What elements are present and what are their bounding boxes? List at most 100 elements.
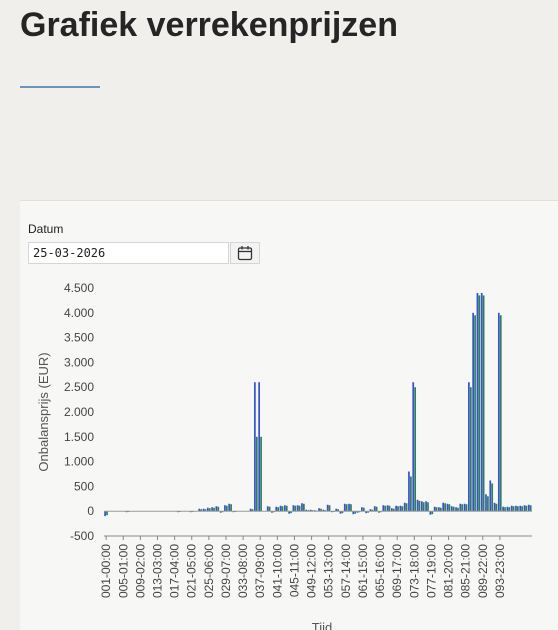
chart-bar[interactable]	[455, 507, 457, 512]
chart-bar[interactable]	[446, 503, 449, 512]
chart-bar[interactable]	[523, 505, 526, 512]
chart-bar[interactable]	[418, 500, 421, 512]
chart-bar[interactable]	[529, 505, 532, 512]
chart-bar[interactable]	[266, 506, 269, 512]
chart-bar[interactable]	[491, 483, 494, 512]
chart-bar[interactable]	[348, 503, 350, 512]
chart-bar[interactable]	[504, 507, 506, 512]
chart-bar[interactable]	[397, 506, 399, 512]
chart-bar[interactable]	[408, 471, 410, 512]
chart-bar[interactable]	[469, 387, 472, 512]
chart-bar[interactable]	[506, 506, 509, 512]
chart-bar[interactable]	[482, 295, 485, 512]
chart-bar[interactable]	[525, 505, 528, 512]
chart-bar[interactable]	[230, 504, 232, 512]
date-input[interactable]: 25-03-2026	[28, 242, 229, 264]
chart-bar[interactable]	[104, 511, 106, 517]
chart-bar[interactable]	[255, 436, 258, 512]
chart-bar[interactable]	[448, 504, 451, 512]
chart-bar[interactable]	[356, 511, 359, 513]
chart-bar[interactable]	[502, 506, 504, 512]
chart-bar[interactable]	[206, 507, 209, 512]
chart-bar[interactable]	[204, 509, 207, 512]
chart-bar[interactable]	[198, 508, 201, 512]
chart-bar[interactable]	[211, 507, 213, 512]
chart-bar[interactable]	[508, 507, 511, 512]
chart-bar[interactable]	[474, 315, 476, 512]
chart-bar[interactable]	[213, 507, 215, 512]
chart-bar[interactable]	[403, 502, 406, 512]
chart-bar[interactable]	[465, 504, 468, 512]
chart-bar[interactable]	[478, 295, 481, 512]
chart-bar[interactable]	[373, 506, 376, 512]
chart-bar[interactable]	[517, 506, 519, 512]
chart-bar[interactable]	[375, 506, 378, 512]
chart-bar[interactable]	[489, 480, 492, 512]
chart-bar[interactable]	[285, 505, 288, 512]
chart-bar[interactable]	[296, 505, 299, 512]
chart-bar[interactable]	[450, 506, 453, 512]
chart-bar[interactable]	[365, 511, 368, 514]
chart-bar[interactable]	[485, 494, 487, 512]
chart-bar[interactable]	[258, 382, 261, 512]
chart-bar[interactable]	[350, 504, 352, 512]
chart-bar[interactable]	[224, 505, 226, 512]
chart-bar[interactable]	[341, 511, 344, 514]
calendar-button[interactable]	[230, 242, 260, 264]
chart-bar[interactable]	[416, 499, 419, 512]
chart-bar[interactable]	[254, 382, 256, 512]
chart-bar[interactable]	[386, 505, 389, 512]
chart-bar[interactable]	[487, 496, 489, 512]
chart-bar[interactable]	[433, 506, 436, 512]
chart-bar[interactable]	[399, 505, 402, 512]
chart-bar[interactable]	[320, 508, 322, 512]
chart-bar[interactable]	[202, 508, 205, 512]
chart-bar[interactable]	[444, 503, 446, 512]
chart-bar[interactable]	[271, 511, 273, 513]
chart-bar[interactable]	[337, 509, 339, 512]
chart-bar[interactable]	[435, 507, 438, 512]
chart-bar[interactable]	[410, 476, 412, 512]
chart-bar[interactable]	[305, 509, 308, 512]
chart-bar[interactable]	[499, 315, 502, 512]
chart-bar[interactable]	[200, 509, 203, 512]
chart-bar[interactable]	[425, 501, 427, 512]
chart-bar[interactable]	[322, 509, 325, 512]
chart-bar[interactable]	[215, 506, 218, 512]
chart-bar[interactable]	[384, 505, 387, 512]
chart-bar[interactable]	[382, 505, 385, 512]
chart-bar[interactable]	[281, 506, 284, 512]
chart-bar[interactable]	[457, 507, 459, 512]
chart-bar[interactable]	[251, 509, 254, 512]
chart-bar[interactable]	[369, 509, 372, 512]
chart-bar[interactable]	[275, 506, 278, 512]
chart-bar[interactable]	[309, 509, 312, 512]
chart-bar[interactable]	[339, 511, 342, 514]
chart-bar[interactable]	[510, 505, 513, 512]
chart-bar[interactable]	[318, 508, 320, 512]
chart-bar[interactable]	[292, 505, 295, 512]
chart-bar[interactable]	[217, 506, 220, 512]
chart-bar[interactable]	[427, 502, 429, 512]
chart-bar[interactable]	[328, 505, 331, 512]
chart-bar[interactable]	[378, 511, 380, 513]
chart-bar[interactable]	[461, 504, 464, 512]
chart-bar[interactable]	[401, 506, 404, 512]
chart-bar[interactable]	[527, 504, 530, 512]
chart-bar[interactable]	[420, 501, 423, 512]
chart-bar[interactable]	[392, 508, 395, 512]
chart-bar[interactable]	[442, 502, 445, 512]
chart-bar[interactable]	[480, 292, 483, 512]
chart-bar[interactable]	[493, 502, 496, 512]
chart-bar[interactable]	[388, 505, 391, 512]
chart-bar[interactable]	[249, 508, 252, 512]
chart-bar[interactable]	[345, 504, 348, 512]
chart-bar[interactable]	[395, 505, 397, 512]
chart-bar[interactable]	[326, 504, 329, 512]
chart-bar[interactable]	[219, 511, 222, 513]
chart-bar[interactable]	[439, 507, 442, 512]
chart-bar[interactable]	[106, 511, 108, 516]
chart-bar[interactable]	[412, 382, 415, 512]
chart-bar[interactable]	[352, 511, 355, 515]
chart-bar[interactable]	[288, 511, 290, 514]
